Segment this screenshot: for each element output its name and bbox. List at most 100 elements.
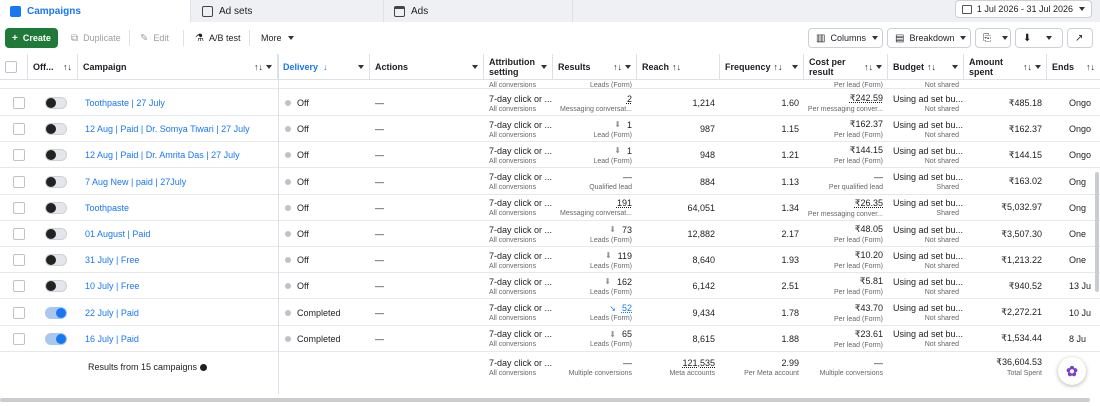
header-campaign[interactable]: Campaign ↑↓ <box>78 54 278 80</box>
header-frequency[interactable]: Frequency ↑↓ <box>720 54 804 80</box>
header-reach[interactable]: Reach ↑↓ <box>637 54 720 80</box>
date-range-picker[interactable]: 1 Jul 2026 - 31 Jul 2026 <box>954 0 1092 18</box>
row-checkbox[interactable] <box>13 254 25 267</box>
campaign-name-link[interactable]: Toothpaste <box>85 202 130 213</box>
campaign-toggle[interactable] <box>45 175 67 188</box>
header-offon[interactable]: Off... ↑↓ <box>28 54 78 80</box>
header-amount-spent[interactable]: Amount spent ↑↓ <box>964 54 1047 80</box>
table-row[interactable]: 16 July | Paid Completed — 7-day click or .… <box>0 326 1100 352</box>
campaign-name-link[interactable]: 7 Aug New | paid | 27July <box>85 176 187 187</box>
frozen-column-divider <box>278 54 279 394</box>
edit-button[interactable]: ✎ Edit <box>133 28 176 48</box>
ads-icon <box>394 5 405 17</box>
header-attribution[interactable]: Attribution setting <box>484 54 553 80</box>
header-actions[interactable]: Actions <box>370 54 484 80</box>
actions-value: — <box>375 202 384 213</box>
budget-value: Using ad set bu... <box>893 276 964 287</box>
toolbar: + Create ⧉ Duplicate ✎ Edit ⚗ A/B test M… <box>0 24 1100 52</box>
vertical-scrollbar[interactable] <box>1095 172 1099 292</box>
header-budget[interactable]: Budget ↑↓ <box>888 54 964 80</box>
campaign-name-link[interactable]: 10 July | Free <box>85 281 140 292</box>
budget-value: Using ad set bu... <box>893 224 964 235</box>
table-row[interactable]: 22 July | Paid Completed — 7-day click or .… <box>0 300 1100 326</box>
campaign-toggle[interactable] <box>45 201 67 214</box>
row-checkbox[interactable] <box>13 228 25 240</box>
row-checkbox[interactable] <box>13 97 25 109</box>
campaign-toggle[interactable] <box>45 332 67 345</box>
reach-value: 987 <box>699 124 715 135</box>
ab-test-button[interactable]: ⚗ A/B test <box>188 28 248 48</box>
tab-ads[interactable]: Ads <box>384 0 573 22</box>
reach-value: 8,640 <box>692 255 715 266</box>
frequency-value: 1.60 <box>781 98 799 108</box>
report-icon: ⎘ <box>983 32 991 44</box>
more-button[interactable]: More <box>254 28 301 48</box>
horizontal-scrollbar[interactable] <box>0 398 1100 402</box>
scrollbar-thumb[interactable] <box>0 398 1090 402</box>
row-checkbox[interactable] <box>13 149 25 162</box>
row-checkbox[interactable] <box>13 175 25 188</box>
delivery-status: Off <box>297 150 309 161</box>
campaign-name-link[interactable]: 31 July | Free <box>85 255 140 266</box>
duplicate-button[interactable]: ⧉ Duplicate <box>64 28 128 48</box>
reports-button[interactable]: ⎘ <box>975 28 1011 48</box>
download-icon: ⬇ <box>614 120 621 130</box>
results-value: 162 <box>616 276 632 287</box>
tab-ad-sets[interactable]: Ad sets <box>192 0 384 22</box>
chevron-down-icon <box>1002 36 1008 40</box>
actions-value: — <box>375 176 384 187</box>
campaign-name-link[interactable]: 01 August | Paid <box>85 229 151 239</box>
table-row[interactable]: 12 Aug | Paid | Dr. Amrita Das | 27 July… <box>0 142 1100 169</box>
charts-button[interactable]: ↗ <box>1067 28 1093 48</box>
campaign-name-link[interactable]: 22 July | Paid <box>85 307 139 318</box>
row-checkbox[interactable] <box>13 201 25 214</box>
row-checkbox[interactable] <box>13 280 25 293</box>
results-value: 1 <box>626 119 632 130</box>
header-delivery[interactable]: Delivery ↓ <box>278 54 370 80</box>
campaign-name-link[interactable]: 16 July | Paid <box>85 333 139 344</box>
campaign-toggle[interactable] <box>45 123 67 136</box>
create-button[interactable]: + Create <box>5 28 58 48</box>
frequency-value: 2.17 <box>781 229 799 239</box>
campaign-name-link[interactable]: 12 Aug | Paid | Dr. Somya Tiwari | 27 Ju… <box>85 124 250 135</box>
info-icon[interactable] <box>200 364 208 372</box>
tab-campaigns[interactable]: Campaigns <box>0 0 191 22</box>
trend-icon: ↘ <box>609 303 616 313</box>
header-cost-per-result[interactable]: Cost per result ↑↓ <box>804 54 888 80</box>
columns-button[interactable]: ▥ Columns <box>808 28 883 48</box>
campaign-toggle[interactable] <box>45 280 67 293</box>
campaign-name-link[interactable]: 12 Aug | Paid | Dr. Amrita Das | 27 July <box>85 150 240 161</box>
select-all-checkbox[interactable] <box>5 60 17 73</box>
table-row[interactable]: 7 Aug New | paid | 27July Off — 7-day click… <box>0 169 1100 195</box>
columns-icon: ▥ <box>816 32 826 44</box>
select-all-header <box>0 54 28 80</box>
sort-icon: ↑↓ <box>63 61 72 72</box>
row-checkbox[interactable] <box>13 123 25 136</box>
export-button[interactable]: ⬇ <box>1015 28 1063 48</box>
table-row[interactable]: 01 August | Paid Off —7-day click or ... Al… <box>0 221 1100 247</box>
campaign-toggle[interactable] <box>45 149 67 162</box>
campaign-name-link[interactable]: Toothpaste | 27 July <box>85 98 165 108</box>
header-results[interactable]: Results ↑↓ <box>553 54 637 80</box>
tab-label: Campaigns <box>27 5 81 17</box>
campaign-toggle[interactable] <box>45 97 67 109</box>
row-checkbox[interactable] <box>13 306 25 319</box>
cost-value: ₹5.81 <box>859 276 883 287</box>
breakdown-button[interactable]: ▤ Breakdown <box>887 28 971 48</box>
cost-value: — <box>874 172 883 183</box>
header-ends[interactable]: Ends ↑↓ <box>1047 54 1100 80</box>
table-row[interactable]: 31 July | Free Off —7-day click or ... All … <box>0 247 1100 274</box>
delivery-status: Off <box>297 202 309 213</box>
cost-value: ₹162.37 <box>849 119 883 130</box>
table-row[interactable]: Toothpaste Off —7-day click or ... All conv… <box>0 195 1100 221</box>
attribution-value: 7-day click or ... <box>489 145 553 156</box>
table-row[interactable]: Toothpaste | 27 July Off — 7-day click or .… <box>0 90 1100 116</box>
table-row[interactable]: 12 Aug | Paid | Dr. Somya Tiwari | 27 Ju… <box>0 116 1100 143</box>
campaign-toggle[interactable] <box>45 228 67 240</box>
campaign-toggle[interactable] <box>45 254 67 267</box>
table-row[interactable]: 10 July | Free Off —7-day click or ... All … <box>0 273 1100 300</box>
campaign-toggle[interactable] <box>45 306 67 319</box>
chevron-down-icon <box>266 64 272 69</box>
row-checkbox[interactable] <box>13 332 25 345</box>
assistant-button[interactable]: ✿ <box>1058 357 1086 385</box>
